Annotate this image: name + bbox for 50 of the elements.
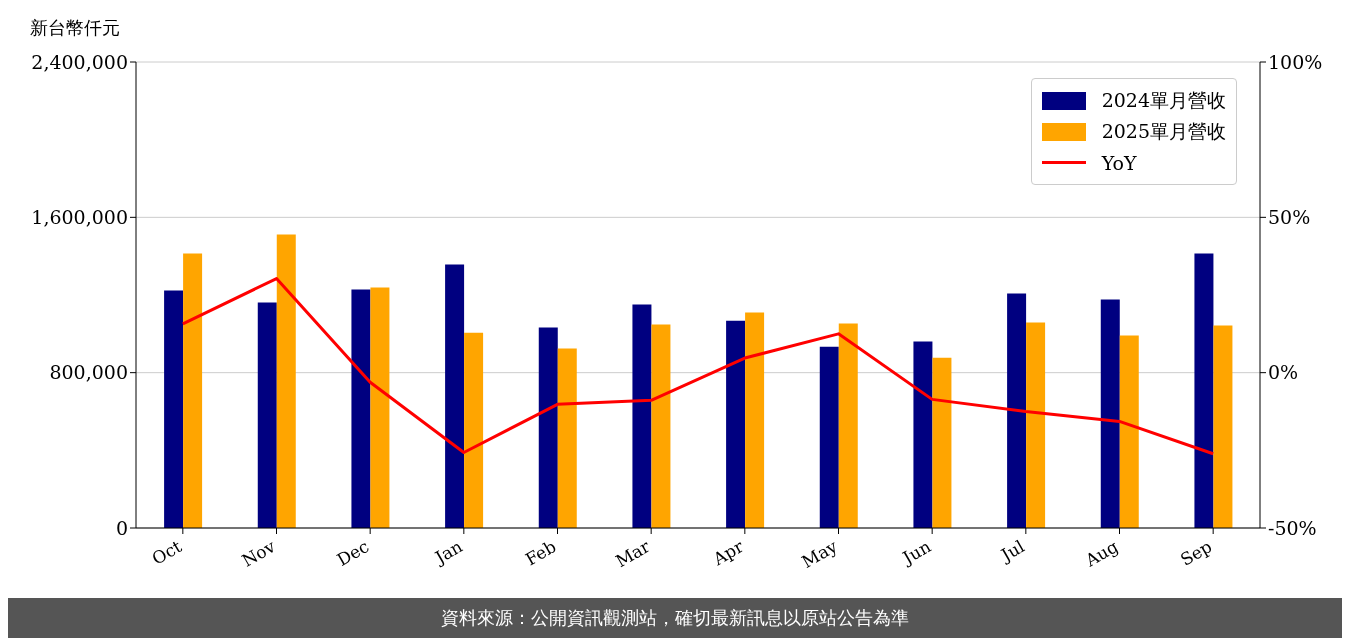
bar	[838, 323, 858, 528]
x-tick-label: Aug	[1081, 536, 1122, 572]
y2-tick-label: -50%	[1268, 516, 1317, 539]
y2-tick-label: 0%	[1268, 361, 1299, 384]
bar	[1026, 322, 1046, 528]
bar	[726, 320, 746, 528]
y-axis-title: 新台幣仟元	[30, 16, 120, 40]
x-tick-label: Dec	[333, 536, 373, 571]
bar	[913, 341, 933, 528]
bar	[538, 327, 558, 528]
y-tick-label: 2,400,000	[31, 50, 128, 73]
x-tick-label: Nov	[238, 535, 279, 571]
bar	[1100, 299, 1120, 528]
bar	[1007, 293, 1027, 528]
bar	[1213, 325, 1233, 528]
legend-label: 2024單月營收	[1101, 87, 1226, 113]
legend-label: 2025單月營收	[1101, 118, 1226, 144]
x-tick-label: Jun	[897, 536, 935, 569]
y-tick-label: 1,600,000	[31, 206, 128, 229]
y-tick-label: 0	[115, 516, 128, 539]
x-tick-label: Mar	[612, 535, 654, 572]
bar	[745, 312, 765, 528]
legend-label: YoY	[1101, 151, 1137, 174]
bar	[819, 346, 839, 528]
bar	[351, 289, 371, 528]
x-tick-label: May	[798, 535, 841, 573]
bar	[1119, 335, 1139, 528]
source-note: 資料來源：公開資訊觀測站，確切最新訊息以原站公告為準	[8, 598, 1342, 638]
x-tick-label: Jul	[996, 536, 1028, 567]
bar	[183, 253, 203, 528]
y-tick-label: 800,000	[49, 361, 128, 384]
bar	[276, 234, 296, 528]
bar	[464, 332, 484, 528]
x-tick-label: Jan	[429, 536, 466, 569]
bar	[932, 357, 952, 528]
bar	[1194, 253, 1214, 528]
bar	[557, 348, 577, 528]
y2-tick-label: 50%	[1268, 206, 1311, 229]
y2-tick-label: 100%	[1268, 50, 1323, 73]
line-series	[181, 277, 1215, 456]
x-tick-label: Oct	[148, 536, 185, 569]
bar	[445, 264, 465, 528]
bar	[370, 287, 390, 528]
x-tick-label: Feb	[521, 536, 560, 570]
bar	[164, 290, 184, 528]
x-tick-label: Apr	[708, 535, 748, 570]
bar	[651, 324, 671, 528]
bar	[257, 302, 277, 528]
bar	[632, 304, 652, 528]
x-tick-label: Sep	[1176, 536, 1216, 570]
